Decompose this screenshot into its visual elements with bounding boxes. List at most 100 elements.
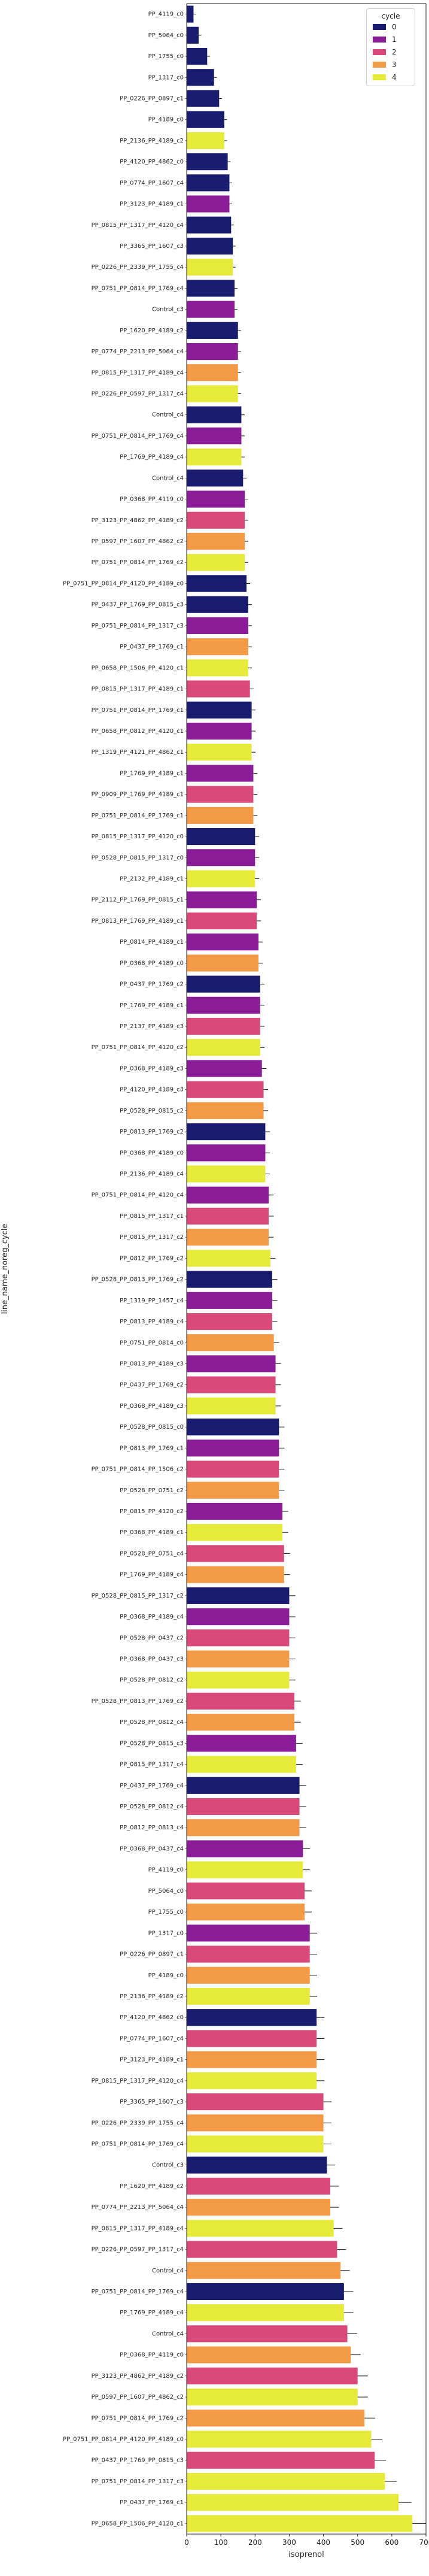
y-tick-label: PP_0815_PP_1317_PP_4120_c0 [92,834,184,840]
bar [187,90,220,107]
bar [187,1334,274,1351]
legend-label-1: 1 [392,35,397,44]
y-tick-label: PP_0812_PP_1769_c2 [120,1255,184,1262]
bar [187,1481,279,1499]
bar [187,2367,358,2384]
bar [187,195,230,213]
bar [187,2283,344,2301]
y-tick-label: PP_0751_PP_0814_PP_1769_c4 [92,433,184,440]
legend-item-2: 2 [367,46,415,58]
y-tick-label: PP_4119_c0 [148,1867,184,1874]
bar [187,2093,324,2111]
y-tick-label: PP_0368_PP_4189_c0 [120,960,184,966]
bar [187,280,235,297]
bar [187,1250,270,1267]
bar [187,490,245,508]
legend-item-0: 0 [367,20,415,33]
bar [187,1081,264,1098]
bar [187,237,233,255]
bar [187,47,208,65]
x-tick-label: 700 [419,2538,429,2547]
y-tick-label: PP_0751_PP_0814_PP_1769_c2 [92,559,184,566]
bar [187,680,250,698]
x-axis-label: isoprenol [288,2550,324,2559]
bar [187,111,224,128]
y-tick-label: PP_0226_PP_2339_PP_1755_c4 [92,264,184,271]
y-tick-label: PP_0226_PP_0897_c1 [120,1951,184,1958]
bar [187,2410,365,2427]
y-tick-label: PP_0751_PP_0814_PP_1769_c4 [92,285,184,292]
bar [187,912,257,930]
bar [187,1798,300,1816]
bar [187,1123,266,1141]
bar [187,2241,337,2258]
y-tick-label: PP_2136_PP_4189_c2 [120,138,184,144]
y-tick-label: PP_0528_PP_0812_c4 [120,1719,184,1726]
bar [187,5,194,23]
bar [187,2072,317,2089]
y-tick-label: PP_3123_PP_4189_c1 [120,201,184,208]
bar [187,2009,317,2026]
y-tick-label: PP_1769_PP_4189_c4 [120,1572,184,1578]
bar [187,1060,262,1077]
legend-label-4: 4 [392,72,397,81]
bar [187,786,254,803]
y-tick-label: PP_0368_PP_4189_c3 [120,1065,184,1072]
y-tick-label: PP_0774_PP_1607_c4 [120,2035,184,2042]
y-tick-label: PP_2137_PP_4189_c3 [120,1023,184,1030]
legend-label-2: 2 [392,47,397,56]
bar [187,575,247,592]
bar [187,511,245,529]
y-tick-label: PP_1317_c0 [148,74,184,81]
y-tick-label: PP_5064_c0 [148,32,184,39]
y-tick-label: PP_0751_PP_0814_PP_1769_c4 [92,2141,184,2147]
bar [187,69,214,86]
bar [187,1945,310,1963]
y-tick-label: PP_0368_PP_4189_c3 [120,1403,184,1410]
bar [187,1629,290,1647]
bar [187,975,260,993]
bar [187,1017,260,1035]
legend-swatch-4 [373,74,386,80]
y-tick-label: PP_0815_PP_1317_c2 [120,1234,184,1241]
bar [187,1777,300,1794]
y-tick-label: PP_0368_PP_4119_c0 [120,496,184,503]
bar [187,1692,294,1710]
bar [187,2135,324,2153]
bar [187,1545,284,1562]
bar [187,617,248,634]
y-tick-label: PP_0226_PP_0597_PP_1317_c4 [92,391,184,398]
bar [187,891,257,908]
x-tick-label: 600 [385,2538,398,2547]
bar [187,828,255,845]
y-tick-label: PP_1319_PP_4121_PP_4862_c1 [92,749,184,756]
y-tick-label: PP_0751_PP_0814_PP_1317_c3 [92,2478,184,2485]
bar [187,1102,264,1119]
bar [187,301,235,318]
y-tick-label: Control_c4 [152,412,184,419]
legend-swatch-0 [373,23,386,30]
legend-swatch-2 [373,49,386,55]
y-tick-label: PP_1769_PP_4189_c1 [120,770,184,777]
bar [187,554,245,571]
bar [187,1271,272,1288]
bar [187,2430,372,2448]
y-tick-label: PP_0751_PP_0814_PP_1769_c1 [92,813,184,819]
y-tick-label: PP_0597_PP_1607_PP_4862_c2 [92,2394,184,2401]
y-tick-label: PP_4189_c0 [148,117,184,123]
bar [187,1987,310,2005]
y-tick-label: PP_0751_PP_0814_PP_1317_c3 [92,623,184,629]
bar [187,2030,317,2047]
y-tick-label: PP_0774_PP_2213_PP_5064_c4 [92,2204,184,2211]
x-tick-label: 400 [317,2538,330,2547]
bar [187,765,254,782]
y-tick-label: Control_c4 [152,2330,184,2337]
bar [187,259,233,276]
legend-swatch-1 [373,36,386,43]
y-tick-label: PP_0815_PP_1317_PP_4189_c4 [92,2225,184,2232]
y-tick-label: PP_0528_PP_0815_c2 [120,1108,184,1114]
y-tick-label: PP_0437_PP_1769_PP_0815_c3 [92,2457,184,2464]
bar [187,2325,348,2342]
